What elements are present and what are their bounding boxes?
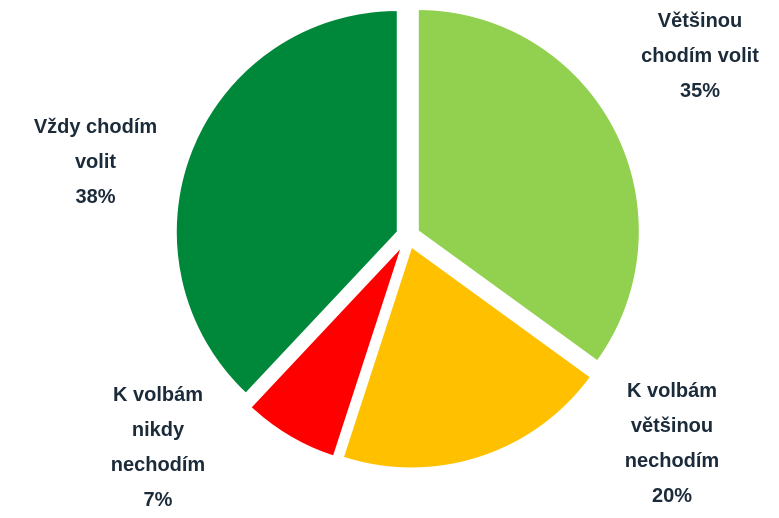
slice-label: Vždy chodím volit 38% — [18, 110, 173, 215]
slice-label: K volbám nikdy nechodím 7% — [98, 378, 218, 518]
category-label: Vždy chodím volit — [33, 116, 158, 173]
pie-slice — [341, 244, 593, 470]
value-label: 35% — [679, 80, 721, 102]
slice-label: K volbám většinou nechodím 20% — [612, 374, 732, 514]
pie-slice — [416, 8, 641, 363]
value-label: 38% — [75, 186, 116, 208]
pie-slice — [174, 8, 399, 396]
value-label: 20% — [651, 485, 693, 507]
pie-slice — [249, 244, 404, 458]
value-label: 7% — [143, 489, 173, 511]
category-label: Většinou chodím volit — [641, 10, 759, 67]
category-label: K volbám nikdy nechodím — [110, 384, 206, 476]
category-label: K volbám většinou nechodím — [624, 380, 720, 472]
slice-label: Většinou chodím volit 35% — [620, 4, 779, 109]
